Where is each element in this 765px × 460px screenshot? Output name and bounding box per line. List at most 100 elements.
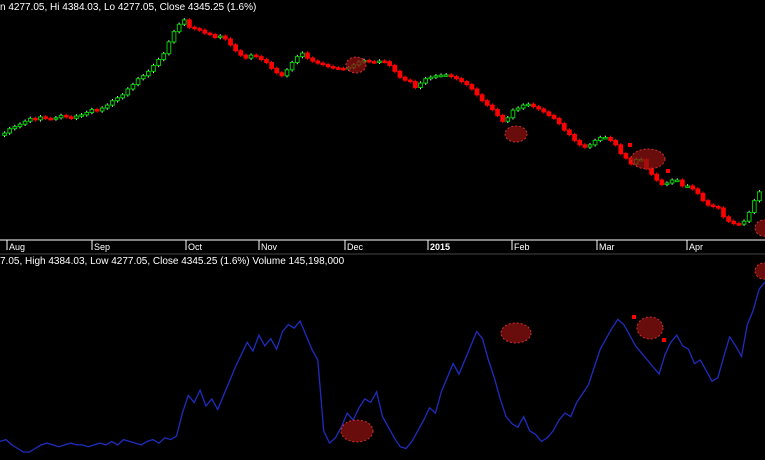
candle (510, 108, 516, 120)
x-tick-label: Oct (188, 242, 203, 252)
candle (685, 184, 690, 188)
price-pane (2, 18, 762, 226)
candle (423, 76, 428, 85)
candle (469, 82, 475, 91)
candle (125, 87, 131, 97)
signal-dot (628, 143, 632, 147)
candle (721, 206, 726, 219)
candle (197, 26, 203, 32)
candle (79, 113, 84, 118)
highlight-circle (630, 148, 666, 170)
candle (166, 40, 172, 56)
candle (623, 151, 629, 160)
candle (53, 116, 59, 121)
candle (659, 178, 665, 187)
x-tick-label: 2015 (430, 242, 450, 252)
candle (135, 76, 141, 87)
candle (110, 98, 115, 107)
candle (248, 53, 254, 60)
candle (243, 53, 249, 60)
candle (325, 62, 331, 69)
candle (253, 53, 259, 59)
candle (680, 178, 685, 188)
candle (377, 59, 382, 64)
candle (438, 73, 444, 78)
indicator-pane (0, 281, 765, 453)
candle (341, 66, 346, 71)
candle (664, 181, 670, 187)
candle (495, 107, 500, 118)
candle (716, 204, 721, 210)
candle (223, 34, 228, 41)
candle (382, 59, 387, 64)
x-tick-label: Mar (599, 242, 615, 252)
candle (279, 71, 285, 78)
candle (217, 34, 223, 40)
candle (392, 63, 398, 74)
candle (500, 113, 506, 124)
candle (428, 75, 434, 81)
x-tick-label: Apr (689, 242, 703, 252)
candle (551, 113, 557, 121)
candle (751, 198, 757, 215)
candle (757, 190, 762, 203)
candle (546, 110, 552, 118)
indicator-header: 7.05, High 4384.03, Low 4277.05, Close 4… (0, 256, 345, 267)
candle (608, 135, 613, 143)
highlight-circle (504, 125, 528, 143)
candle (654, 172, 660, 182)
candle (603, 135, 608, 140)
candle (474, 87, 480, 97)
candle (22, 119, 28, 126)
candle (577, 138, 583, 147)
candle (130, 82, 136, 91)
price-x-axis: Aug Sep Oct Nov Dec 2015 Feb Mar Apr (0, 239, 765, 255)
candle (479, 93, 485, 103)
candle (726, 215, 731, 224)
candle (269, 60, 274, 71)
candle (454, 74, 459, 81)
candle (443, 73, 449, 77)
candle (397, 69, 403, 79)
highlight-circle (340, 419, 374, 443)
candle (741, 219, 747, 226)
x-tick-label: Sep (94, 242, 110, 252)
candle (187, 18, 192, 29)
candle (582, 143, 588, 149)
candle (38, 115, 43, 122)
signal-dot (662, 338, 666, 342)
candle (387, 59, 393, 68)
candle (99, 106, 105, 113)
candle (156, 57, 161, 68)
candle (597, 135, 603, 143)
candle (74, 114, 79, 121)
highlight-markers (340, 56, 765, 443)
candle (238, 48, 244, 57)
candle (207, 31, 213, 37)
candle (33, 116, 38, 122)
candle (151, 63, 156, 74)
candle (448, 73, 454, 79)
candle (315, 59, 321, 65)
highlight-circle (500, 322, 532, 344)
highlight-circle (754, 262, 765, 280)
highlight-circle (636, 316, 664, 340)
candle (305, 51, 310, 60)
candle (567, 128, 572, 137)
candle (294, 54, 300, 65)
candle (402, 75, 408, 82)
candle (669, 178, 675, 185)
candle (258, 54, 264, 62)
candle (274, 66, 280, 75)
candle (433, 73, 439, 79)
candle (710, 203, 716, 209)
candle (746, 210, 752, 224)
candle (320, 61, 326, 67)
x-tick-label: Aug (9, 242, 25, 252)
candle (695, 187, 701, 196)
candle (63, 113, 69, 119)
candle (464, 79, 470, 87)
candle (115, 96, 120, 103)
